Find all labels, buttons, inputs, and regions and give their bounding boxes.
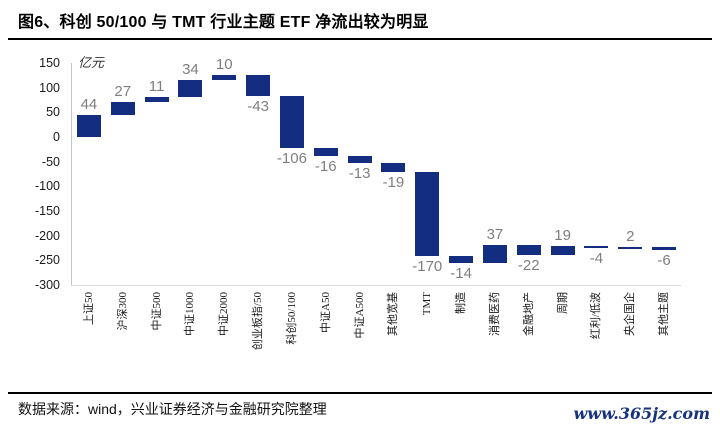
x-category-label-上证50: 上证50 bbox=[82, 292, 95, 325]
x-category-label-其他宽基: 其他宽基 bbox=[387, 292, 400, 336]
bar-value-label: -13 bbox=[348, 164, 371, 182]
waterfall-bar-中证A500 bbox=[347, 156, 372, 163]
bar-value-label: 11 bbox=[148, 77, 165, 95]
waterfall-bar-中证1000 bbox=[178, 79, 203, 97]
footer-divider-line bbox=[8, 392, 712, 394]
y-axis-line bbox=[71, 63, 72, 285]
x-category-label-TMT: TMT bbox=[421, 292, 434, 316]
x-category-label-消费医药: 消费医药 bbox=[488, 292, 501, 336]
site-watermark-link[interactable]: www.365jz.com bbox=[573, 404, 710, 423]
bar-value-label: 34 bbox=[182, 60, 199, 78]
bar-value-label: -6 bbox=[657, 251, 671, 269]
waterfall-bar-上证50 bbox=[76, 115, 101, 137]
bar-value-label: 2 bbox=[626, 228, 635, 245]
y-tick-label: -50 bbox=[41, 154, 60, 169]
waterfall-bar-红利/低波 bbox=[584, 246, 609, 249]
waterfall-chart: 150 100 50 0 -50 -100 -150 -200 -250 -300 亿元 44 上证50… bbox=[0, 44, 720, 389]
title-divider-line bbox=[8, 38, 712, 40]
x-category-label-红利/低波: 红利/低波 bbox=[590, 292, 603, 340]
waterfall-bar-创业板指/50 bbox=[246, 74, 271, 97]
x-category-label-中证1000: 中证1000 bbox=[184, 292, 197, 336]
waterfall-bar-TMT bbox=[415, 172, 440, 256]
x-category-label-周期: 周期 bbox=[556, 292, 569, 314]
waterfall-bar-中证A50 bbox=[313, 148, 338, 157]
x-category-label-中证A500: 中证A500 bbox=[353, 292, 366, 339]
waterfall-bar-央企国企 bbox=[618, 247, 643, 249]
y-tick-label: 100 bbox=[39, 80, 60, 95]
waterfall-bar-其他宽基 bbox=[381, 162, 406, 172]
bar-value-label: 44 bbox=[80, 96, 98, 114]
bar-value-label: 10 bbox=[215, 55, 233, 73]
y-tick-label: -250 bbox=[34, 253, 60, 268]
axis-unit-label: 亿元 bbox=[78, 55, 105, 70]
waterfall-bar-其他主题 bbox=[652, 247, 677, 250]
waterfall-bar-消费医药 bbox=[482, 244, 507, 263]
x-category-label-制造: 制造 bbox=[455, 292, 468, 314]
waterfall-bar-中证500 bbox=[144, 96, 169, 102]
bar-value-label: -170 bbox=[412, 257, 443, 275]
y-tick-label: -150 bbox=[34, 204, 60, 218]
y-tick-label: 50 bbox=[46, 105, 60, 120]
x-category-label-中证2000: 中证2000 bbox=[218, 292, 231, 336]
waterfall-bar-科创50/100 bbox=[279, 96, 304, 149]
waterfall-bar-沪深300 bbox=[110, 101, 135, 116]
x-category-label-央企国企: 央企国企 bbox=[624, 292, 637, 336]
bar-value-label: -43 bbox=[247, 98, 269, 116]
bar-value-label: -106 bbox=[276, 150, 307, 168]
bar-value-label: -22 bbox=[517, 257, 540, 275]
bar-value-label: 19 bbox=[554, 227, 571, 245]
y-tick-label: -100 bbox=[34, 179, 60, 194]
bar-value-label: -14 bbox=[450, 264, 472, 282]
waterfall-bar-中证2000 bbox=[212, 74, 237, 80]
bar-value-label: -16 bbox=[314, 158, 337, 176]
bar-value-label: -19 bbox=[382, 174, 405, 192]
data-source-note: 数据来源：wind，兴业证券经济与金融研究院整理 bbox=[18, 401, 327, 417]
x-category-label-沪深300: 沪深300 bbox=[116, 292, 129, 331]
bar-value-label: -4 bbox=[589, 250, 604, 268]
y-tick-label: -200 bbox=[34, 228, 60, 243]
x-category-label-创业板指/50: 创业板指/50 bbox=[252, 292, 265, 351]
waterfall-bar-金融地产 bbox=[516, 244, 541, 256]
bar-value-label: 27 bbox=[114, 82, 132, 100]
x-category-label-其他主题: 其他主题 bbox=[658, 292, 671, 336]
x-category-label-中证A50: 中证A50 bbox=[319, 292, 332, 333]
y-tick-label: -300 bbox=[34, 278, 60, 292]
x-category-label-金融地产: 金融地产 bbox=[522, 292, 535, 336]
figure-title: 图6、科创 50/100 与 TMT 行业主题 ETF 净流出较为明显 bbox=[18, 14, 429, 31]
x-axis-line bbox=[71, 285, 681, 286]
waterfall-bar-周期 bbox=[550, 246, 575, 256]
bar-value-label: 37 bbox=[486, 225, 504, 243]
waterfall-bar-制造 bbox=[449, 255, 474, 263]
x-category-label-中证500: 中证500 bbox=[150, 292, 163, 331]
x-category-label-科创50/100: 科创50/100 bbox=[285, 292, 298, 345]
y-tick-label: 0 bbox=[53, 130, 60, 144]
y-tick-label: 150 bbox=[39, 56, 60, 70]
